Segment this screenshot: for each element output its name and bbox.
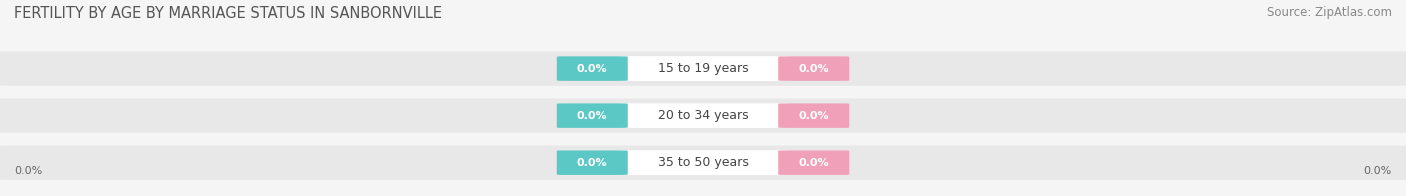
Text: 35 to 50 years: 35 to 50 years	[658, 156, 748, 169]
Text: 0.0%: 0.0%	[799, 158, 830, 168]
Text: 0.0%: 0.0%	[799, 64, 830, 74]
Text: 0.0%: 0.0%	[14, 166, 42, 176]
FancyBboxPatch shape	[617, 150, 789, 175]
FancyBboxPatch shape	[617, 56, 789, 81]
FancyBboxPatch shape	[617, 103, 789, 128]
Text: Source: ZipAtlas.com: Source: ZipAtlas.com	[1267, 6, 1392, 19]
Text: FERTILITY BY AGE BY MARRIAGE STATUS IN SANBORNVILLE: FERTILITY BY AGE BY MARRIAGE STATUS IN S…	[14, 6, 441, 21]
Text: 0.0%: 0.0%	[576, 64, 607, 74]
Text: 0.0%: 0.0%	[576, 111, 607, 121]
FancyBboxPatch shape	[779, 56, 849, 81]
FancyBboxPatch shape	[557, 103, 627, 128]
FancyBboxPatch shape	[557, 56, 627, 81]
FancyBboxPatch shape	[557, 151, 627, 175]
Text: 0.0%: 0.0%	[576, 158, 607, 168]
FancyBboxPatch shape	[0, 145, 1406, 180]
FancyBboxPatch shape	[0, 51, 1406, 86]
FancyBboxPatch shape	[0, 98, 1406, 133]
Text: 0.0%: 0.0%	[799, 111, 830, 121]
Text: 0.0%: 0.0%	[1364, 166, 1392, 176]
FancyBboxPatch shape	[779, 151, 849, 175]
Text: 20 to 34 years: 20 to 34 years	[658, 109, 748, 122]
FancyBboxPatch shape	[779, 103, 849, 128]
Text: 15 to 19 years: 15 to 19 years	[658, 62, 748, 75]
